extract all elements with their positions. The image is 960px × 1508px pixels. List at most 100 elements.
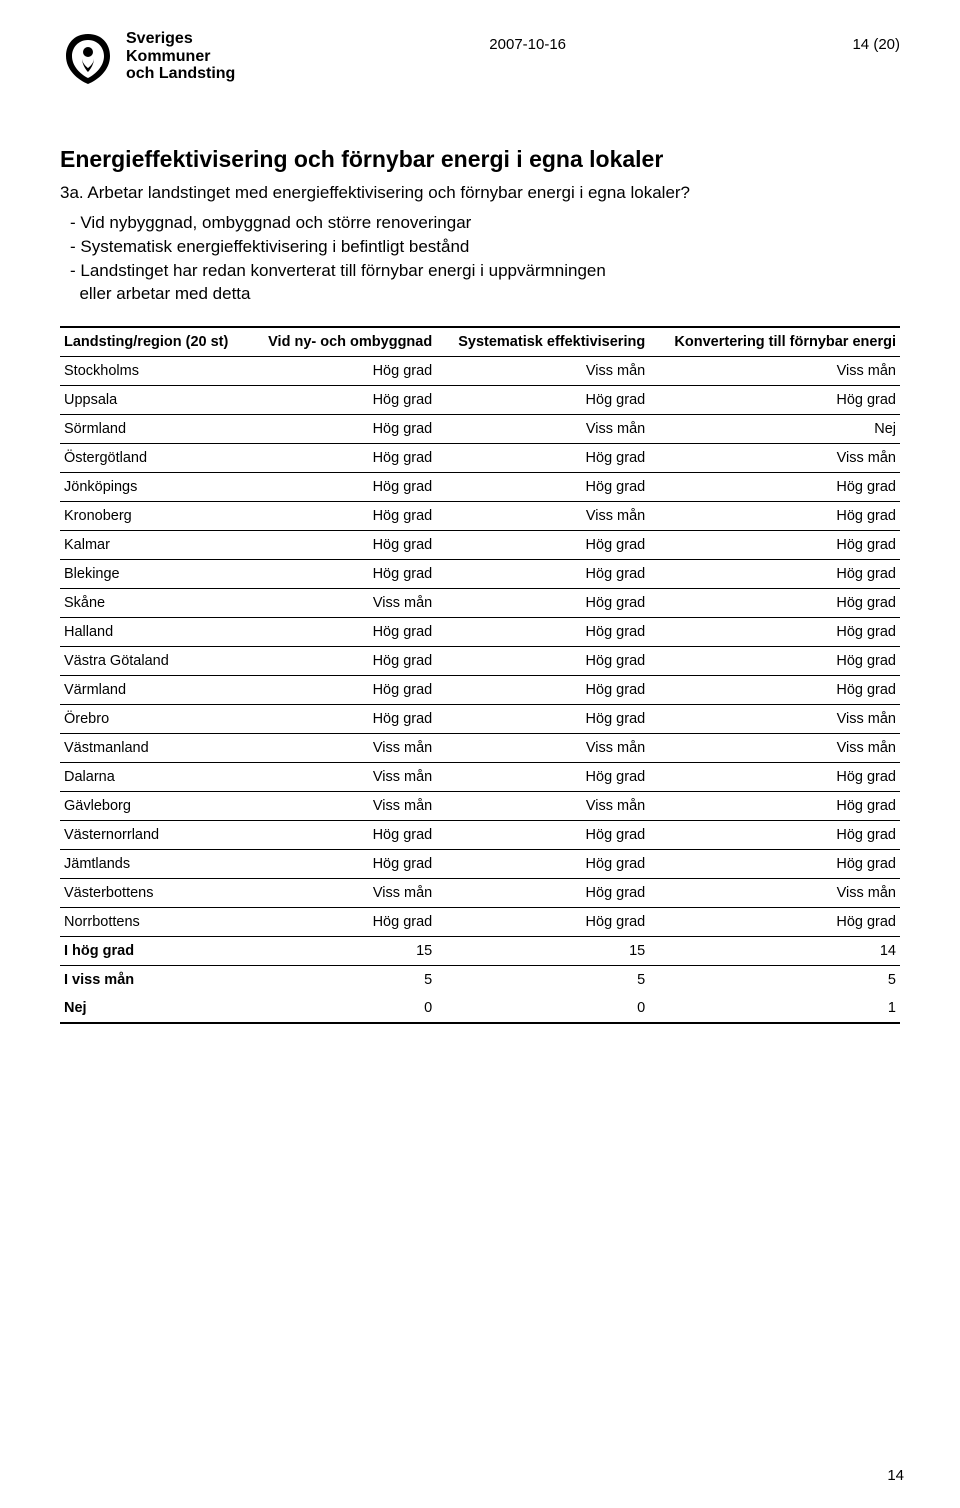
bullet-item: - Systematisk energieffektivisering i be… (70, 235, 900, 259)
row-value: Hög grad (649, 908, 900, 937)
footer-page-number: 14 (887, 1467, 904, 1484)
row-value: Viss mån (649, 734, 900, 763)
table-row: Västra GötalandHög gradHög gradHög grad (60, 647, 900, 676)
bullet-list: - Vid nybyggnad, ombyggnad och större re… (60, 211, 900, 306)
org-name-line3: och Landsting (126, 65, 235, 83)
row-value: Hög grad (649, 386, 900, 415)
table-row: DalarnaViss månHög gradHög grad (60, 763, 900, 792)
row-value: Hög grad (649, 560, 900, 589)
summary-cell: 0 (248, 994, 436, 1023)
table-row: UppsalaHög gradHög gradHög grad (60, 386, 900, 415)
bullet-item: eller arbetar med detta (70, 282, 900, 306)
row-value: Hög grad (436, 560, 649, 589)
row-region: Kalmar (60, 531, 248, 560)
table-row: GävleborgViss månViss månHög grad (60, 792, 900, 821)
org-logo-icon (60, 30, 116, 86)
row-value: Hög grad (248, 502, 436, 531)
org-logo-block: Sveriges Kommuner och Landsting (60, 30, 235, 86)
row-value: Hög grad (436, 676, 649, 705)
row-region: Jämtlands (60, 850, 248, 879)
row-value: Viss mån (248, 734, 436, 763)
row-value: Hög grad (436, 908, 649, 937)
page-title: Energieffektivisering och förnybar energ… (60, 146, 900, 173)
row-value: Hög grad (436, 589, 649, 618)
row-region: Dalarna (60, 763, 248, 792)
table-row: BlekingeHög gradHög gradHög grad (60, 560, 900, 589)
header-page-label: 14 (20) (820, 36, 900, 53)
row-region: Skåne (60, 589, 248, 618)
row-value: Nej (649, 415, 900, 444)
row-value: Hög grad (436, 531, 649, 560)
row-region: Jönköpings (60, 473, 248, 502)
row-value: Hög grad (248, 850, 436, 879)
summary-row-hog: I hög grad 15 15 14 (60, 937, 900, 966)
row-value: Hög grad (248, 676, 436, 705)
table-row: VästmanlandViss månViss månViss mån (60, 734, 900, 763)
col-header-region-text: Landsting/region (20 st) (64, 334, 228, 350)
summary-cell: 5 (649, 966, 900, 994)
row-value: Hög grad (649, 618, 900, 647)
row-value: Viss mån (248, 792, 436, 821)
row-value: Viss mån (649, 357, 900, 386)
row-value: Hög grad (436, 473, 649, 502)
row-value: Viss mån (436, 734, 649, 763)
table-row: VärmlandHög gradHög gradHög grad (60, 676, 900, 705)
summary-row-viss: I viss mån 5 5 5 (60, 966, 900, 994)
row-value: Hög grad (436, 879, 649, 908)
table-row: JämtlandsHög gradHög gradHög grad (60, 850, 900, 879)
summary-cell: 1 (649, 994, 900, 1023)
row-value: Hög grad (436, 618, 649, 647)
row-value: Hög grad (436, 821, 649, 850)
row-region: Västernorrland (60, 821, 248, 850)
summary-cell: 0 (436, 994, 649, 1023)
row-value: Hög grad (248, 444, 436, 473)
row-region: Västmanland (60, 734, 248, 763)
row-region: Västra Götaland (60, 647, 248, 676)
table-body: StockholmsHög gradViss månViss månUppsal… (60, 357, 900, 937)
row-region: Västerbottens (60, 879, 248, 908)
row-value: Viss mån (436, 792, 649, 821)
row-value: Hög grad (248, 386, 436, 415)
table-summary: I hög grad 15 15 14 I viss mån 5 5 5 Nej… (60, 937, 900, 1025)
page-header: Sveriges Kommuner och Landsting 2007-10-… (60, 30, 900, 86)
row-value: Hög grad (248, 357, 436, 386)
summary-label: Nej (60, 994, 248, 1023)
row-value: Viss mån (436, 502, 649, 531)
bullet-item: - Landstinget har redan konverterat till… (70, 259, 900, 283)
row-value: Viss mån (649, 879, 900, 908)
table-rule-bottom (60, 1023, 900, 1024)
table-header-row: Landsting/region (20 st) Vid ny- och omb… (60, 328, 900, 357)
row-region: Örebro (60, 705, 248, 734)
row-value: Hög grad (436, 763, 649, 792)
row-value: Hög grad (248, 618, 436, 647)
table-row: ÖrebroHög gradHög gradViss mån (60, 705, 900, 734)
row-value: Hög grad (649, 647, 900, 676)
summary-label: I viss mån (60, 966, 248, 994)
summary-cell: 5 (436, 966, 649, 994)
row-value: Hög grad (649, 676, 900, 705)
row-value: Hög grad (248, 908, 436, 937)
table-row: VästernorrlandHög gradHög gradHög grad (60, 821, 900, 850)
row-value: Hög grad (248, 647, 436, 676)
col-header-konvertering: Konvertering till förnybar energi (649, 328, 900, 357)
bullet-item: - Vid nybyggnad, ombyggnad och större re… (70, 211, 900, 235)
row-value: Hög grad (248, 473, 436, 502)
table-row: JönköpingsHög gradHög gradHög grad (60, 473, 900, 502)
org-name: Sveriges Kommuner och Landsting (126, 30, 235, 83)
table-head: Landsting/region (20 st) Vid ny- och omb… (60, 327, 900, 357)
col-header-nybygg: Vid ny- och ombyggnad (248, 328, 436, 357)
row-region: Sörmland (60, 415, 248, 444)
row-value: Hög grad (649, 821, 900, 850)
row-value: Hög grad (248, 821, 436, 850)
row-region: Blekinge (60, 560, 248, 589)
row-value: Viss mån (248, 763, 436, 792)
summary-cell: 5 (248, 966, 436, 994)
row-value: Viss mån (649, 444, 900, 473)
col-header-systematisk: Systematisk effektivisering (436, 328, 649, 357)
page: Sveriges Kommuner och Landsting 2007-10-… (0, 0, 960, 1508)
row-region: Norrbottens (60, 908, 248, 937)
row-region: Gävleborg (60, 792, 248, 821)
row-region: Östergötland (60, 444, 248, 473)
summary-cell: 14 (649, 937, 900, 966)
table-row: SörmlandHög gradViss månNej (60, 415, 900, 444)
